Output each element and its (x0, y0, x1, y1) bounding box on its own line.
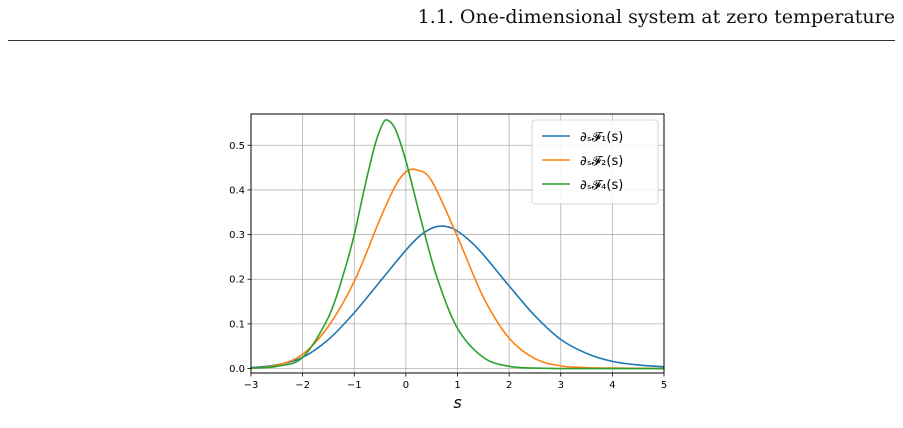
x-tick-label: −3 (244, 380, 259, 391)
x-tick-label: 5 (661, 380, 667, 391)
chart-legend: ∂ₛ𝓕₁(s) ∂ₛ𝓕₂(s) ∂ₛ𝓕₄(s) (531, 119, 659, 205)
y-tick-label: 0.2 (229, 275, 245, 286)
running-header: 1.1. One-dimensional system at zero temp… (417, 6, 895, 28)
y-tick-label: 0.0 (229, 364, 245, 375)
legend-label-2: ∂ₛ𝓕₂(s) (580, 154, 623, 169)
y-tick-label: 0.4 (229, 185, 245, 196)
series-line-2 (250, 168, 665, 370)
y-tick-label: 0.5 (229, 141, 245, 152)
x-tick-label: 3 (558, 380, 564, 391)
y-tick-label: 0.3 (229, 230, 245, 241)
header-rule (8, 40, 895, 41)
chart-ticks: −3 −2 −1 0 1 2 3 4 5 0.0 0.1 0.2 0.3 0.4 0.5 (229, 141, 667, 391)
x-tick-label: −2 (295, 380, 310, 391)
series-line-3 (250, 119, 664, 370)
chart-lines (250, 119, 665, 370)
y-tick-label: 0.1 (229, 319, 245, 330)
x-tick-label: −1 (347, 380, 362, 391)
x-tick-label: 1 (454, 380, 460, 391)
x-tick-label: 4 (609, 380, 615, 391)
x-tick-label: 0 (403, 380, 409, 391)
legend-box (531, 119, 659, 205)
legend-label-1: ∂ₛ𝓕₁(s) (580, 130, 623, 145)
x-axis-label: s (453, 393, 461, 412)
legend-label-3: ∂ₛ𝓕₄(s) (580, 178, 623, 193)
x-tick-label: 2 (506, 380, 512, 391)
series-line-1 (250, 225, 665, 369)
